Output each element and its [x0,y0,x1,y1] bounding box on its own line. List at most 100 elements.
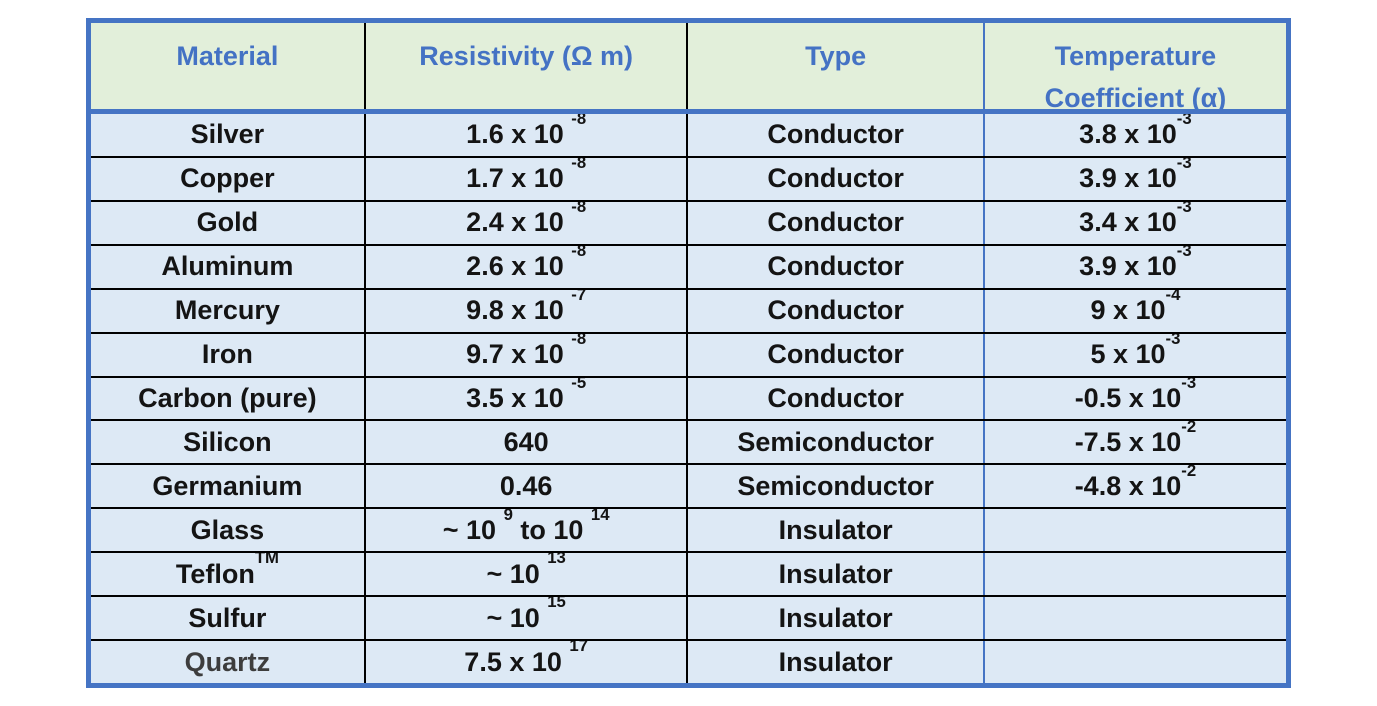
cell-type: Insulator [688,553,985,596]
cell-text: Gold [196,207,259,238]
table-row-gold: Gold 2.4 x 10 -8 Conductor 3.4 x 10-3 [91,199,1286,244]
cell-temp-coefficient: -7.5 x 10-2 [985,421,1286,463]
cell-resistivity: 1.7 x 10 -8 [366,157,689,200]
cell-text: Conductor [767,295,904,326]
table-row-quartz: Quartz 7.5 x 10 17 Insulator [91,639,1286,683]
cell-temp-coefficient: 9 x 10-4 [985,290,1286,332]
cell-temp-coefficient: 5 x 10-3 [985,334,1286,376]
cell-text: Silver [190,119,265,150]
header-cell-temperature-coefficient: Temperature Coefficient (α) [985,23,1286,109]
cell-text: 2.6 x 10 -8 [466,245,587,282]
cell-text: Insulator [778,514,893,545]
cell-temp-coefficient: 3.9 x 10-3 [985,158,1286,200]
cell-text: ~ 10 13 [486,553,566,589]
cell-material: Mercury [91,289,366,332]
cell-type: Conductor [688,201,985,244]
table-row-mercury: Mercury 9.8 x 10 -7 Conductor 9 x 10-4 [91,287,1286,332]
cell-text: 0.46 [499,470,553,501]
table-body: Silver 1.6 x 10 -8 Conductor 3.8 x 10-3 Copp… [91,114,1286,683]
cell-text: Conductor [767,163,904,194]
cell-material: Sulfur [91,597,366,640]
table-row-aluminum: Aluminum 2.6 x 10 -8 Conductor 3.9 x 10-3 [91,243,1286,288]
cell-type: Conductor [688,157,985,200]
cell-text: Type [805,41,867,71]
cell-material: Aluminum [91,245,366,288]
header-cell-material: Material [91,23,366,109]
cell-text: 1.7 x 10 -8 [466,157,587,194]
cell-temp-coefficient [985,597,1286,639]
cell-text: Sulfur [188,602,267,633]
cell-text: 3.8 x 10-3 [1079,114,1192,150]
cell-text: 5 x 10-3 [1090,333,1181,370]
cell-text: Conductor [767,339,904,370]
cell-material: Germanium [91,465,366,508]
cell-text: Conductor [767,119,904,150]
cell-resistivity: 0.46 [366,465,689,508]
cell-type: Conductor [688,289,985,332]
cell-type: Semiconductor [688,421,985,464]
cell-text: -4.8 x 10-2 [1074,465,1197,501]
cell-text: ~ 10 15 [486,597,566,633]
cell-text: Germanium [152,470,303,501]
cell-resistivity: ~ 10 13 [366,553,689,596]
cell-resistivity: ~ 10 9 to 10 14 [366,509,689,552]
header-cell-resistivity: Resistivity (Ω m) [366,23,689,109]
cell-temp-coefficient: -4.8 x 10-2 [985,465,1286,507]
cell-text: Carbon (pure) [138,382,317,413]
table-row-copper: Copper 1.7 x 10 -8 Conductor 3.9 x 10-3 [91,155,1286,200]
cell-text: Quartz [184,646,271,677]
cell-text: Resistivity (Ω m) [419,41,634,71]
cell-type: Conductor [688,377,985,420]
cell-material: TeflonTM [91,553,366,596]
cell-text: Insulator [778,602,893,633]
cell-resistivity: 2.6 x 10 -8 [366,245,689,288]
cell-text: 3.9 x 10-3 [1079,245,1192,282]
cell-text: Copper [180,163,275,194]
cell-text: Iron [201,339,253,370]
cell-resistivity: 640 [366,421,689,464]
cell-resistivity: 2.4 x 10 -8 [366,201,689,244]
header-cell-type: Type [688,23,985,109]
cell-text: Semiconductor [737,426,934,457]
cell-material: Glass [91,509,366,552]
cell-temp-coefficient [985,641,1286,683]
cell-material: Silicon [91,421,366,464]
resistivity-table: Material Resistivity (Ω m) Type Temperature… [86,18,1291,688]
cell-resistivity: 9.8 x 10 -7 [366,289,689,332]
cell-material: Quartz [91,641,366,683]
cell-temp-coefficient [985,553,1286,595]
cell-temp-coefficient: 3.9 x 10-3 [985,246,1286,288]
table-row-silver: Silver 1.6 x 10 -8 Conductor 3.8 x 10-3 [91,114,1286,156]
cell-type: Insulator [688,597,985,640]
cell-text: Temperature Coefficient (α) [1044,41,1227,109]
cell-text: Conductor [767,251,904,282]
cell-type: Insulator [688,509,985,552]
cell-material: Copper [91,157,366,200]
cell-text: 9.7 x 10 -8 [466,333,587,370]
cell-text: Aluminum [161,251,294,282]
cell-material: Carbon (pure) [91,377,366,420]
cell-text: -0.5 x 10-3 [1074,377,1197,413]
cell-text: Insulator [778,558,893,589]
cell-temp-coefficient [985,509,1286,551]
cell-text: 640 [503,426,549,457]
cell-material: Iron [91,333,366,376]
cell-text: Silicon [183,426,272,457]
cell-text: 3.4 x 10-3 [1079,201,1192,238]
cell-text: 3.5 x 10 -5 [466,377,587,413]
cell-text: 1.6 x 10 -8 [466,114,587,150]
table-row-carbon-pure: Carbon (pure) 3.5 x 10 -5 Conductor -0.5 x … [91,375,1286,420]
table-header-row: Material Resistivity (Ω m) Type Temperature… [91,23,1286,114]
cell-text: Conductor [767,382,904,413]
cell-text: 9 x 10-4 [1090,289,1181,326]
cell-material: Silver [91,114,366,156]
cell-text: Insulator [778,646,893,677]
cell-text: Mercury [174,295,280,326]
table-row-iron: Iron 9.7 x 10 -8 Conductor 5 x 10-3 [91,331,1286,376]
cell-text: 7.5 x 10 17 [464,641,589,677]
cell-type: Insulator [688,641,985,683]
cell-resistivity: 1.6 x 10 -8 [366,114,689,156]
cell-material: Gold [91,201,366,244]
cell-type: Conductor [688,245,985,288]
cell-text: Semiconductor [737,470,934,501]
